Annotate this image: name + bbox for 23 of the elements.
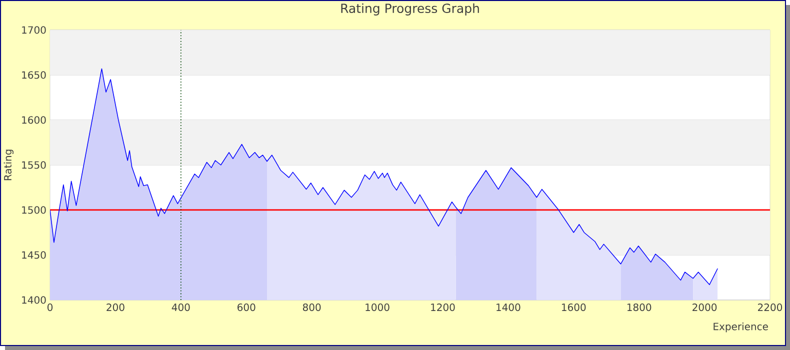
y-tick-label: 1700 bbox=[22, 26, 46, 34]
y-tick-label: 1400 bbox=[22, 296, 46, 304]
y-axis-title: Rating bbox=[4, 150, 14, 180]
x-tick-label: 1000 bbox=[366, 304, 390, 312]
x-tick-label: 400 bbox=[172, 304, 190, 312]
x-tick-label: 2000 bbox=[692, 304, 717, 312]
x-tick-label: 1200 bbox=[431, 304, 455, 312]
y-tick-label: 1550 bbox=[22, 161, 46, 169]
y-tick-label: 1500 bbox=[22, 206, 46, 214]
y-tick-label: 1600 bbox=[22, 116, 46, 124]
x-tick-label: 800 bbox=[302, 304, 321, 312]
y-tick-label: 1650 bbox=[22, 71, 46, 79]
chart-title: Rating Progress Graph bbox=[341, 3, 479, 16]
line-series bbox=[50, 68, 718, 286]
x-tick-label: 1800 bbox=[627, 304, 652, 312]
y-tick-label: 1450 bbox=[22, 251, 46, 259]
x-tick-label: 600 bbox=[238, 304, 256, 312]
x-tick-label: 0 bbox=[47, 304, 53, 312]
x-tick-label: 2200 bbox=[758, 304, 782, 312]
x-axis-title: Experience bbox=[714, 322, 768, 332]
x-tick-label: 1600 bbox=[562, 304, 586, 312]
x-tick-label: 1400 bbox=[496, 304, 520, 312]
x-tick-label: 200 bbox=[106, 304, 124, 312]
